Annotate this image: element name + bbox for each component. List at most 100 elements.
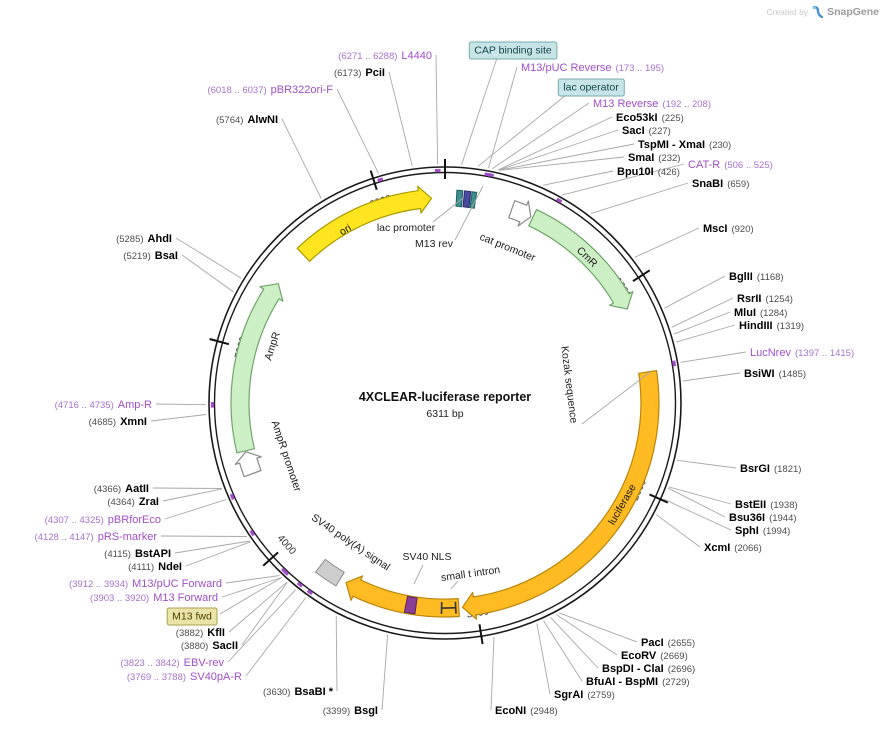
leader-line-bsiwi <box>682 372 741 382</box>
feature-sv40-poly-a-signal[interactable] <box>314 558 345 587</box>
inside-label-lac-promoter[interactable]: lac promoter <box>377 222 436 234</box>
feature-lac-operator[interactable] <box>469 191 478 209</box>
primer-label-cat-r[interactable]: CAT-R (506 .. 525) <box>688 159 773 171</box>
enzyme-label-saci[interactable]: SacI (227) <box>622 125 671 137</box>
enzyme-label-bsgi[interactable]: (3399) BsgI <box>323 705 378 717</box>
site-coordinates: (3769 .. 3788) <box>127 672 186 683</box>
feature-label-box-lac-operator[interactable]: lac operator <box>557 78 625 97</box>
enzyme-label-pcii[interactable]: (6173) PciI <box>334 67 385 79</box>
primer-label-m13-reverse[interactable]: M13 Reverse (192 .. 208) <box>593 98 711 110</box>
enzyme-label-zrai[interactable]: (4364) ZraI <box>107 496 159 508</box>
inside-label-m13-rev[interactable]: M13 rev <box>415 238 454 250</box>
primer-site-m13-puc-reverse[interactable] <box>484 172 491 177</box>
primer-label-amp-r[interactable]: (4716 .. 4735) Amp-R <box>55 399 152 411</box>
primer-site-m13-forward[interactable] <box>282 569 290 576</box>
primer-label-m13-puc-forward[interactable]: (3912 .. 3934) M13/pUC Forward <box>69 578 222 590</box>
enzyme-label-smai[interactable]: SmaI (232) <box>628 152 680 164</box>
primer-site-sv40pa-r[interactable] <box>306 589 314 596</box>
enzyme-name: MscI <box>703 223 727 235</box>
inside-label-small-t-intron[interactable]: small t intron <box>440 564 501 584</box>
enzyme-label-mlui[interactable]: MluI (1284) <box>734 307 787 319</box>
primer-label-pbr322ori-f[interactable]: (6018 .. 6037) pBR322ori-F <box>207 84 333 96</box>
enzyme-label-bsrgi[interactable]: BsrGI (1821) <box>740 463 801 475</box>
enzyme-label-paci[interactable]: PacI (2655) <box>641 637 695 649</box>
enzyme-label-aatii[interactable]: (4366) AatII <box>94 483 149 495</box>
enzyme-label-bspdi-clai[interactable]: BspDI - ClaI (2696) <box>602 663 695 675</box>
feature-arc-7[interactable] <box>345 575 460 618</box>
primer-label-m13-puc-reverse[interactable]: M13/pUC Reverse (173 .. 195) <box>521 62 664 74</box>
site-coordinates: (2948) <box>530 706 557 717</box>
enzyme-label-eco53ki[interactable]: Eco53kI (225) <box>616 112 684 124</box>
enzyme-label-bglii[interactable]: BglII (1168) <box>729 271 784 283</box>
feature-label-ampr-promoter[interactable]: AmpR promoter <box>269 419 304 494</box>
primer-label-lucnrev[interactable]: LucNrev (1397 .. 1415) <box>750 347 854 359</box>
enzyme-label-xcmi[interactable]: XcmI (2066) <box>704 542 762 554</box>
enzyme-label-sacii[interactable]: (3880) SacII <box>181 640 238 652</box>
primer-site-cat-r[interactable] <box>555 197 563 204</box>
feature-ampr[interactable] <box>230 283 284 454</box>
feature-small-t-intron[interactable] <box>440 601 457 615</box>
feature-cmr[interactable] <box>528 209 634 310</box>
enzyme-label-bsabi[interactable]: (3630) BsaBI * <box>263 686 334 698</box>
leader-line-sv40pa-r <box>245 597 307 677</box>
site-coordinates: (2729) <box>662 677 689 688</box>
enzyme-label-bsai[interactable]: (5219) BsaI <box>123 250 178 262</box>
site-coordinates: (192 .. 208) <box>662 99 711 110</box>
feature-sv40-nls[interactable] <box>403 595 418 615</box>
enzyme-label-kfli[interactable]: (3882) KflI <box>176 627 225 639</box>
feature-ori[interactable] <box>296 185 433 262</box>
site-coordinates: (3823 .. 3842) <box>120 658 179 669</box>
highlight-label-background <box>557 78 625 97</box>
enzyme-label-bstapi[interactable]: (4115) BstAPI <box>104 548 171 560</box>
primer-site-pbr322ori-f[interactable] <box>377 177 384 183</box>
feature-label-box-cap-binding-site[interactable]: CAP binding site <box>468 41 558 60</box>
primer-site-pbrforeco[interactable] <box>229 493 235 501</box>
enzyme-label-ndei[interactable]: (4111) NdeI <box>128 561 182 573</box>
primer-label-m13-forward[interactable]: (3903 .. 3920) M13 Forward <box>90 592 218 604</box>
site-coordinates: (1944) <box>769 513 796 524</box>
enzyme-label-xmni[interactable]: (4685) XmnI <box>89 416 147 428</box>
enzyme-label-snabi[interactable]: SnaBI (659) <box>692 178 749 190</box>
enzyme-label-bsteii[interactable]: BstEII (1938) <box>735 499 798 511</box>
enzyme-label-alwni[interactable]: (5764) AlwNI <box>216 114 278 126</box>
primer-label-prs-marker[interactable]: (4128 .. 4147) pRS-marker <box>35 531 158 543</box>
primer-label-l4440[interactable]: (6271 .. 6288) L4440 <box>338 50 432 62</box>
site-coordinates: (426) <box>658 167 680 178</box>
inside-label-sv40-nls[interactable]: SV40 NLS <box>402 551 451 563</box>
feature-lac-promoter[interactable] <box>462 190 472 209</box>
feature-ampr-promoter[interactable] <box>234 451 262 478</box>
enzyme-label-bfuai-bspmi[interactable]: BfuAI - BspMI (2729) <box>586 676 690 688</box>
primer-label-pbrforeco[interactable]: (4307 .. 4325) pBRforEco <box>45 514 161 526</box>
enzyme-label-hindiii[interactable]: HindIII (1319) <box>739 320 804 332</box>
feature-luciferase[interactable] <box>461 370 660 620</box>
enzyme-label-econi[interactable]: EcoNI (2948) <box>495 705 558 717</box>
enzyme-label-bsiwi[interactable]: BsiWI (1485) <box>744 368 806 380</box>
primer-site-ebv-rev[interactable] <box>296 581 304 588</box>
feature-label-ori[interactable]: ori <box>337 222 353 238</box>
site-coordinates: (6271 .. 6288) <box>338 51 397 62</box>
enzyme-label-msci[interactable]: MscI (920) <box>703 223 754 235</box>
enzyme-label-rsrii[interactable]: RsrII (1254) <box>737 293 793 305</box>
feature-cat-promoter[interactable] <box>508 200 532 227</box>
enzyme-label-sgrai[interactable]: SgrAI (2759) <box>554 689 615 701</box>
primer-label-ebv-rev[interactable]: (3823 .. 3842) EBV-rev <box>120 657 224 669</box>
enzyme-name: BstEII <box>735 499 766 511</box>
enzyme-label-sphi[interactable]: SphI (1994) <box>735 525 790 537</box>
enzyme-name: SphI <box>735 525 759 537</box>
feature-label-cat-promoter[interactable]: cat promoter <box>478 231 538 264</box>
site-coordinates: (2655) <box>668 638 695 649</box>
enzyme-label-ahdi[interactable]: (5285) AhdI <box>116 233 172 245</box>
enzyme-label-bpu10i[interactable]: Bpu10I (426) <box>617 166 680 178</box>
primer-site-lucnrev[interactable] <box>672 360 677 367</box>
leader-line-bspdi-clai <box>550 617 599 669</box>
enzyme-label-tspmi-xmai[interactable]: TspMI - XmaI (230) <box>638 139 731 151</box>
leader-line-eco53ki <box>497 116 613 171</box>
site-coordinates: (4716 .. 4735) <box>55 400 114 411</box>
feature-label-ampr[interactable]: AmpR <box>262 330 283 362</box>
feature-label-box-m13-fwd[interactable]: M13 fwd <box>166 607 218 626</box>
enzyme-label-bsu36i[interactable]: Bsu36I (1944) <box>729 512 797 524</box>
inside-label-kozak-sequence[interactable]: Kozak sequence <box>558 345 579 424</box>
enzyme-label-ecorv[interactable]: EcoRV (2669) <box>621 650 688 662</box>
primer-site-prs-marker[interactable] <box>249 529 256 537</box>
primer-label-sv40pa-r[interactable]: (3769 .. 3788) SV40pA-R <box>127 671 242 683</box>
